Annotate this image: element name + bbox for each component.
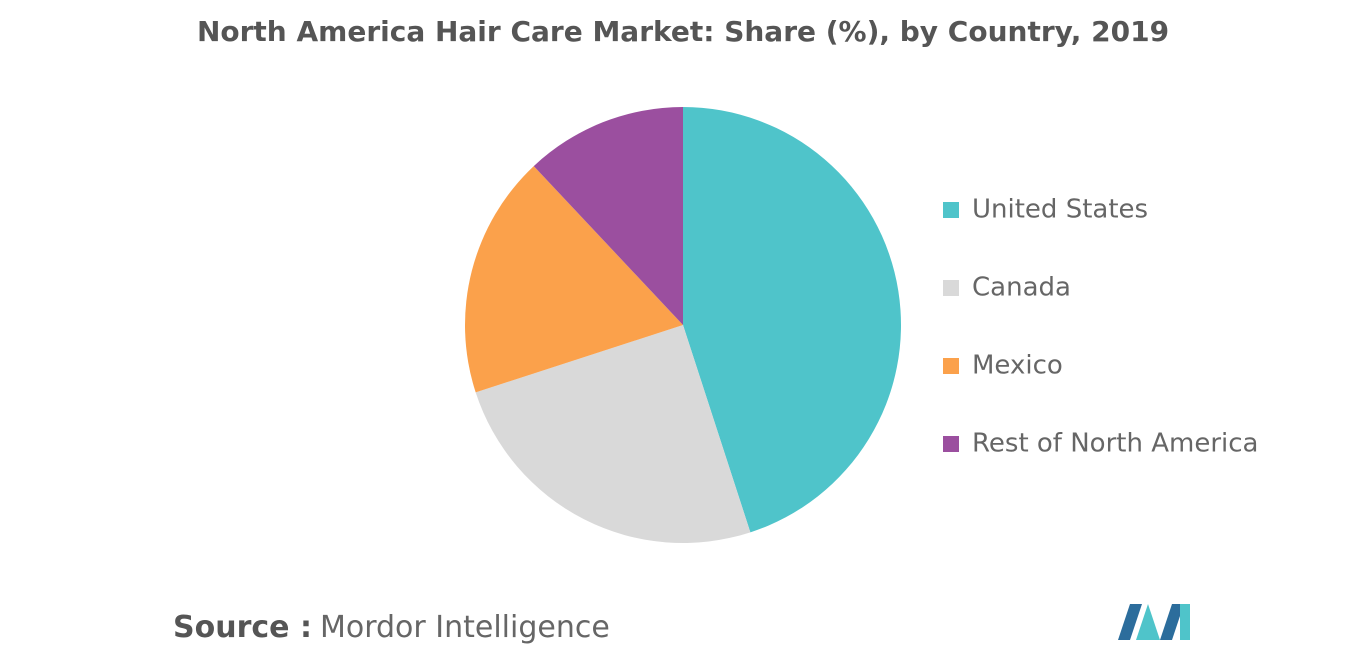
legend-label: Canada — [972, 273, 1071, 303]
pie-slice — [465, 166, 683, 393]
legend-swatch — [943, 436, 959, 452]
pie-slice — [533, 107, 683, 325]
legend-swatch — [943, 358, 959, 374]
logo — [1118, 604, 1190, 640]
legend-label: Rest of North America — [972, 429, 1258, 459]
source-label: Source : — [173, 610, 312, 645]
source: Source : Mordor Intelligence — [173, 610, 610, 645]
legend-swatch — [943, 280, 959, 296]
legend-label: United States — [972, 195, 1148, 225]
pie-slice — [683, 107, 901, 533]
legend-label: Mexico — [972, 351, 1063, 381]
legend-swatch — [943, 202, 959, 218]
pie — [465, 107, 901, 543]
chart-title: North America Hair Care Market: Share (%… — [197, 15, 1169, 48]
source-text: Mordor Intelligence — [320, 610, 610, 645]
legend: United States Canada Mexico Rest of North A… — [943, 195, 1258, 459]
pie-slice — [475, 325, 751, 543]
